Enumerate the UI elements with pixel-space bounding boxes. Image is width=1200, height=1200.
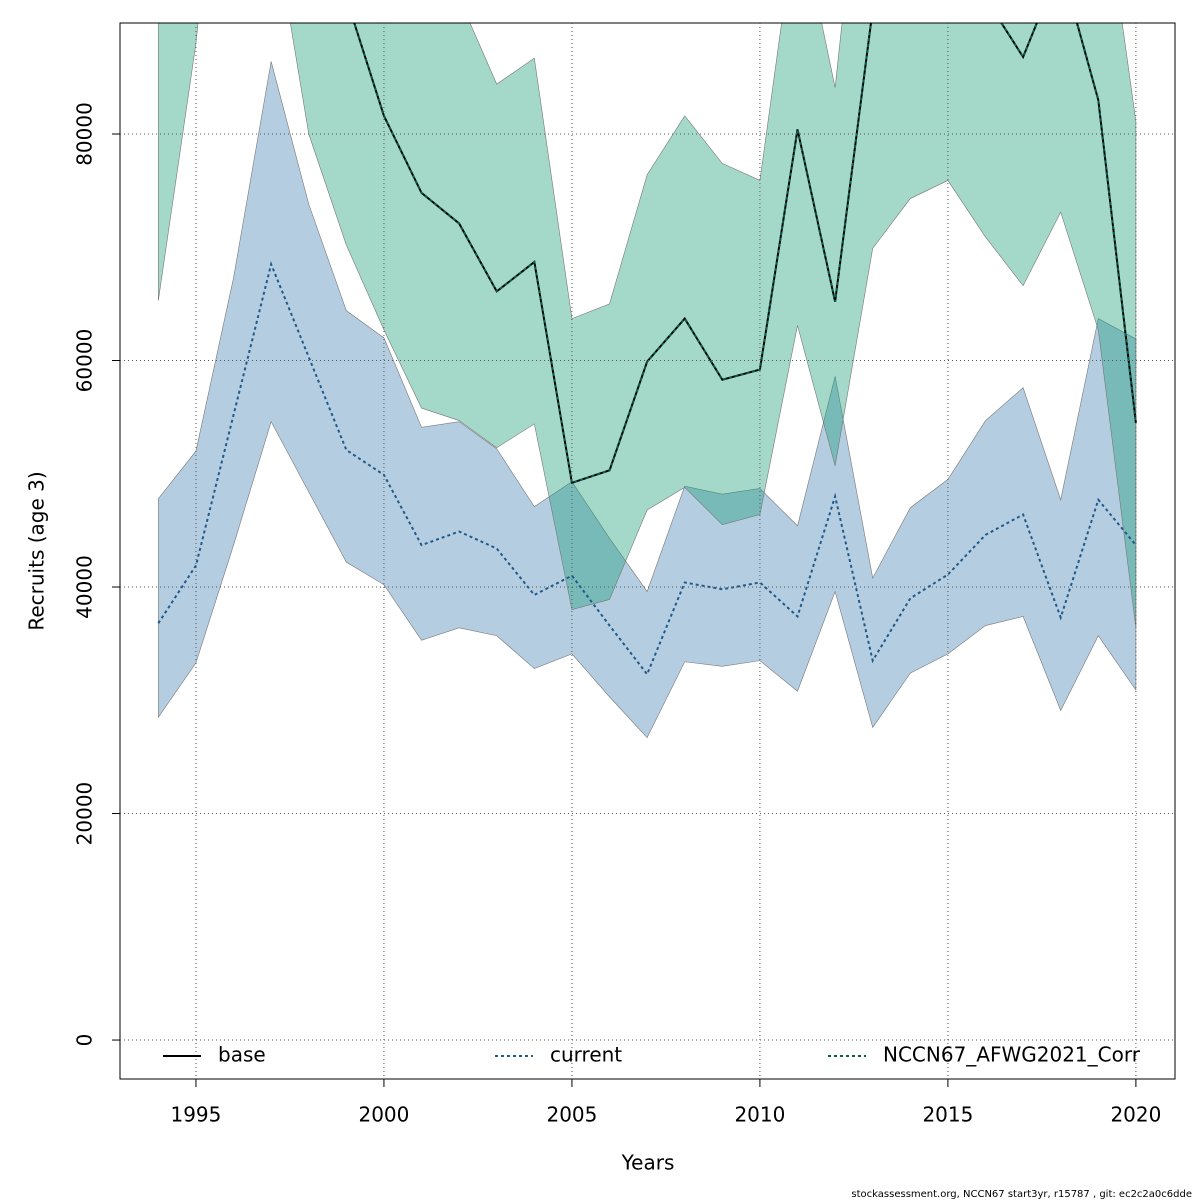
x-tick-label: 2010 xyxy=(734,1103,785,1127)
bands xyxy=(158,23,1137,739)
legend-label: current xyxy=(550,1043,622,1067)
y-axis-label: Recruits (age 3) xyxy=(25,471,49,630)
legend-label: base xyxy=(218,1043,266,1067)
y-tick-label: 40000 xyxy=(73,555,97,619)
x-tick-label: 2015 xyxy=(922,1103,973,1127)
series-line xyxy=(353,23,1137,485)
legend-label: NCCN67_AFWG2021_Corr xyxy=(883,1043,1141,1067)
plot-frame xyxy=(119,22,1176,1080)
y-tick-label: 60000 xyxy=(73,329,97,393)
x-tick-label: 2005 xyxy=(546,1103,597,1127)
lines xyxy=(157,23,1137,677)
x-tick-label: 1995 xyxy=(170,1103,221,1127)
y-tick-label: 0 xyxy=(73,1034,97,1047)
x-tick-label: 2020 xyxy=(1110,1103,1161,1127)
x-axis-label: Years xyxy=(621,1151,675,1175)
y-tick-label: 20000 xyxy=(73,782,97,846)
confidence-band xyxy=(158,61,1137,739)
y-tick-label: 80000 xyxy=(73,102,97,166)
footnote: stockassessment.org, NCCN67 start3yr, r1… xyxy=(851,1189,1192,1200)
x-tick-label: 2000 xyxy=(358,1103,409,1127)
